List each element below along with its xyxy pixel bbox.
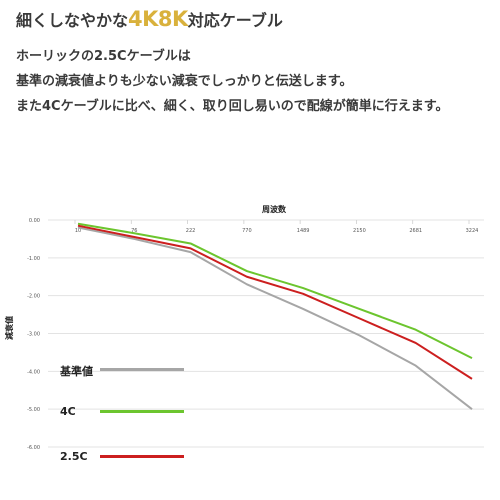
y-tick-label: -1.00 xyxy=(27,256,40,262)
series-lines xyxy=(77,222,473,410)
description-line-3: また4Cケーブルに比べ、細く、取り回し易いので配線が簡単に行えます。 xyxy=(16,99,449,114)
y-tick-labels: 0.00 -1.00 -2.00 -3.00 -4.00 -5.00 -6.00 xyxy=(27,218,40,451)
x-tick-label: 222 xyxy=(186,228,196,234)
y-tick-label: 0.00 xyxy=(29,218,40,224)
headline: 細くしなやかな4K8K対応ケーブル xyxy=(16,7,283,31)
series-line-baseline xyxy=(77,226,473,410)
y-tick-label: -6.00 xyxy=(27,445,40,451)
x-tick-label: 76 xyxy=(131,228,137,234)
grid-lines xyxy=(48,219,484,448)
legend-label-4c: 4C xyxy=(60,405,76,418)
attenuation-chart: 0.00 -1.00 -2.00 -3.00 -4.00 -5.00 -6.00 10 76 2… xyxy=(4,204,484,451)
x-tick-label: 10 xyxy=(75,228,81,234)
x-tick-label: 3224 xyxy=(466,228,479,234)
legend-label-2-5c: 2.5C xyxy=(60,450,88,463)
x-tick-label: 1489 xyxy=(297,228,310,234)
legend-swatch-2-5c xyxy=(100,455,184,458)
headline-prefix: 細くしなやかな xyxy=(16,11,129,30)
legend-label-baseline: 基準値 xyxy=(60,365,93,378)
y-tick-label: -3.00 xyxy=(27,332,40,338)
series-line-4c xyxy=(77,222,473,359)
x-tick-label: 2681 xyxy=(409,228,422,234)
headline-suffix: 対応ケーブル xyxy=(187,11,283,30)
description-line-2: 基準の減衰値よりも少ない減衰でしっかりと伝送します。 xyxy=(16,74,353,89)
headline-accent: 4K8K xyxy=(128,7,188,31)
y-axis-label: 減衰値 xyxy=(4,316,14,340)
x-tick-label: 2150 xyxy=(353,228,366,234)
legend-swatch-4c xyxy=(100,410,184,413)
y-tick-label: -2.00 xyxy=(27,294,40,300)
y-tick-label: -5.00 xyxy=(27,407,40,413)
y-tick-label: -4.00 xyxy=(27,369,40,375)
x-axis-label: 周波数 xyxy=(262,204,287,214)
description-line-1: ホーリックの2.5Cケーブルは xyxy=(16,49,191,64)
x-tick-label: 770 xyxy=(242,228,252,234)
x-tick-labels: 10 76 222 770 1489 2150 2681 3224 xyxy=(74,220,479,234)
legend-swatch-baseline xyxy=(100,368,184,371)
series-line-2-5c xyxy=(77,224,473,380)
